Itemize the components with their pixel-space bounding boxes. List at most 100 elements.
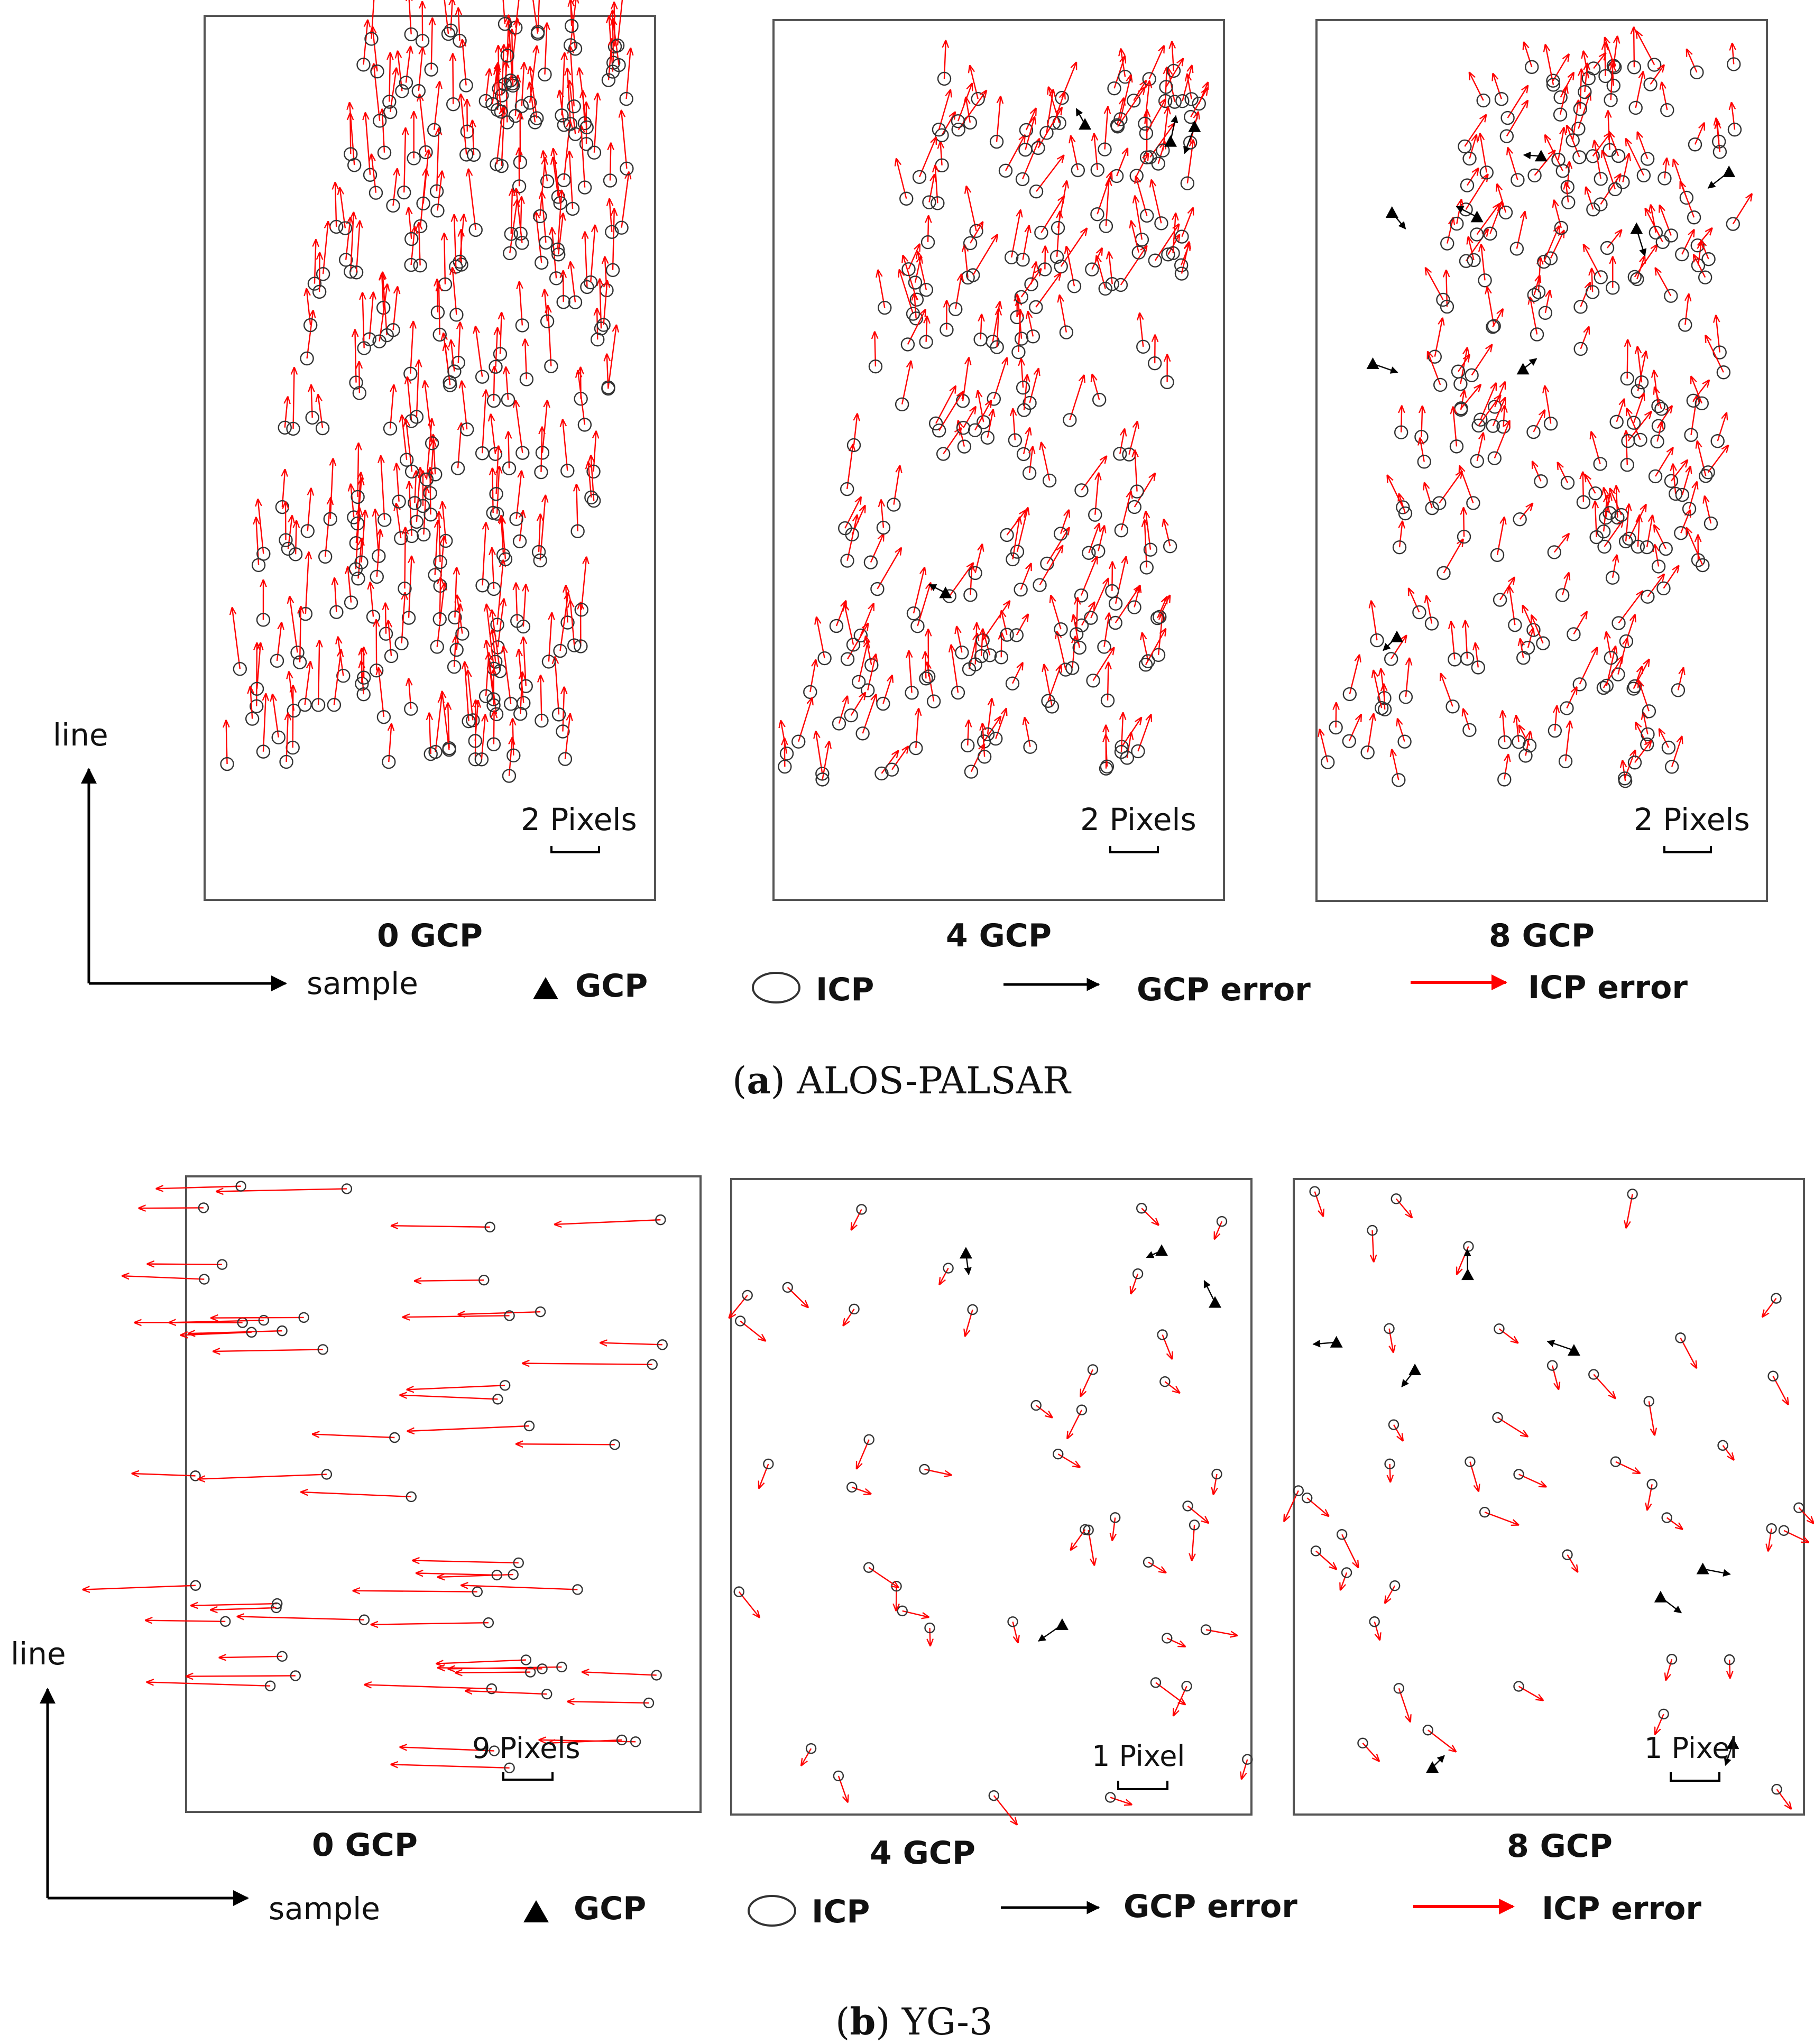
- icp-marker: [1620, 340, 1634, 386]
- icp-marker: [1017, 375, 1032, 417]
- icp-marker: [1074, 557, 1097, 603]
- icp-marker: [846, 1481, 871, 1494]
- gcp-marker: [1654, 1590, 1682, 1614]
- icp-marker: [489, 415, 503, 461]
- icp-marker: [1030, 1400, 1052, 1417]
- icp-marker: [1727, 103, 1742, 137]
- icp-marker: [1053, 1448, 1080, 1467]
- icp-marker: [438, 234, 453, 291]
- icp-marker: [577, 126, 592, 195]
- icp-marker: [1771, 1784, 1791, 1809]
- icp-marker: [1586, 187, 1600, 217]
- icp-marker: [906, 568, 925, 621]
- gcp-marker: [1546, 1340, 1580, 1356]
- icp-marker: [416, 471, 430, 513]
- icp-marker: [905, 651, 919, 700]
- icp-marker: [1130, 450, 1144, 499]
- icp-marker: [580, 232, 594, 294]
- icp-marker: [1063, 375, 1084, 427]
- icp-marker: [447, 340, 462, 379]
- axis-sample-label: sample: [307, 965, 418, 1001]
- icp-marker: [465, 1689, 553, 1700]
- icp-marker: [1184, 74, 1199, 106]
- icp-marker: [188, 1325, 288, 1336]
- icp-marker: [1585, 475, 1603, 501]
- icp-marker: [1387, 475, 1410, 514]
- icp-marker: [494, 45, 509, 103]
- icp-marker: [1152, 180, 1168, 231]
- icp-marker: [369, 620, 384, 678]
- icp-marker: [1457, 508, 1471, 544]
- icp-marker: [395, 51, 409, 98]
- icp-marker: [1392, 521, 1407, 555]
- icp-marker: [1675, 1332, 1696, 1368]
- icp-marker: [900, 310, 925, 352]
- icp-marker: [931, 165, 945, 210]
- icp-marker: [1453, 348, 1467, 391]
- icp-marker: [1636, 722, 1654, 752]
- icp-marker: [895, 361, 911, 411]
- legend-icp-label: ICP: [816, 971, 874, 1008]
- icp-marker: [404, 0, 418, 42]
- icp-marker: [442, 692, 456, 757]
- icp-marker: [561, 420, 575, 478]
- icp-marker: [1083, 1524, 1094, 1565]
- icp-marker: [983, 633, 997, 662]
- icp-marker: [256, 694, 271, 759]
- icp-marker: [148, 1259, 228, 1270]
- icp-marker: [1612, 591, 1643, 630]
- icp-marker: [1450, 200, 1464, 231]
- panel-b-8gcp: 1 Pixel 8 GCP: [1284, 1178, 1814, 1865]
- icp-marker: [1669, 464, 1683, 501]
- caption-a: (a) ALOS-PALSAR: [732, 1058, 1072, 1102]
- icp-marker: [1388, 1419, 1403, 1441]
- panel-b-4gcp: 1 Pixel 4 GCP: [729, 1178, 1253, 1872]
- icp-marker: [272, 694, 286, 744]
- icp-marker: [490, 560, 504, 632]
- icp-marker: [1139, 99, 1165, 141]
- icp-marker: [1546, 1360, 1559, 1389]
- icp-marker: [1538, 291, 1553, 320]
- icp-marker: [1527, 151, 1555, 183]
- icp-marker: [1041, 443, 1057, 488]
- icp-marker: [791, 698, 812, 749]
- icp-marker: [430, 280, 445, 319]
- icp-marker: [485, 63, 499, 112]
- icp-marker: [409, 468, 424, 529]
- icp-marker: [386, 169, 399, 213]
- icp-marker: [1626, 139, 1651, 182]
- icp-marker: [968, 401, 991, 437]
- icp-marker: [500, 15, 514, 63]
- icp-marker: [1498, 711, 1512, 750]
- icp-marker: [1616, 154, 1629, 189]
- icp-marker: [1049, 211, 1064, 264]
- icp-marker: [1097, 256, 1112, 296]
- icp-marker: [351, 538, 365, 586]
- icp-marker: [503, 19, 518, 88]
- icp-marker: [759, 1458, 774, 1488]
- icp-marker: [456, 595, 469, 641]
- icp-marker: [432, 284, 447, 342]
- icp-marker: [1635, 347, 1649, 390]
- icp-marker: [1432, 472, 1462, 510]
- icp-marker: [1609, 399, 1624, 429]
- panel-b-0gcp: 9 Pixels 0 GCP: [83, 1175, 702, 1864]
- icp-marker: [1626, 393, 1644, 430]
- icp-marker: [1631, 352, 1646, 399]
- icp-marker: [1175, 208, 1193, 244]
- icp-marker: [557, 121, 570, 188]
- icp-marker: [977, 723, 992, 764]
- icp-marker: [1661, 1512, 1682, 1529]
- icp-marker: [433, 512, 447, 569]
- icp-marker: [1560, 687, 1577, 715]
- icp-marker: [1595, 141, 1608, 186]
- icp-marker: [851, 1204, 867, 1229]
- icp-marker: [1397, 719, 1412, 749]
- icp-marker: [1374, 670, 1389, 715]
- icp-marker: [579, 68, 594, 135]
- icp-marker: [1544, 386, 1558, 431]
- icp-marker: [1385, 1580, 1401, 1603]
- icp-marker: [413, 169, 427, 234]
- icp-marker: [1652, 371, 1665, 413]
- icp-marker: [455, 1666, 536, 1678]
